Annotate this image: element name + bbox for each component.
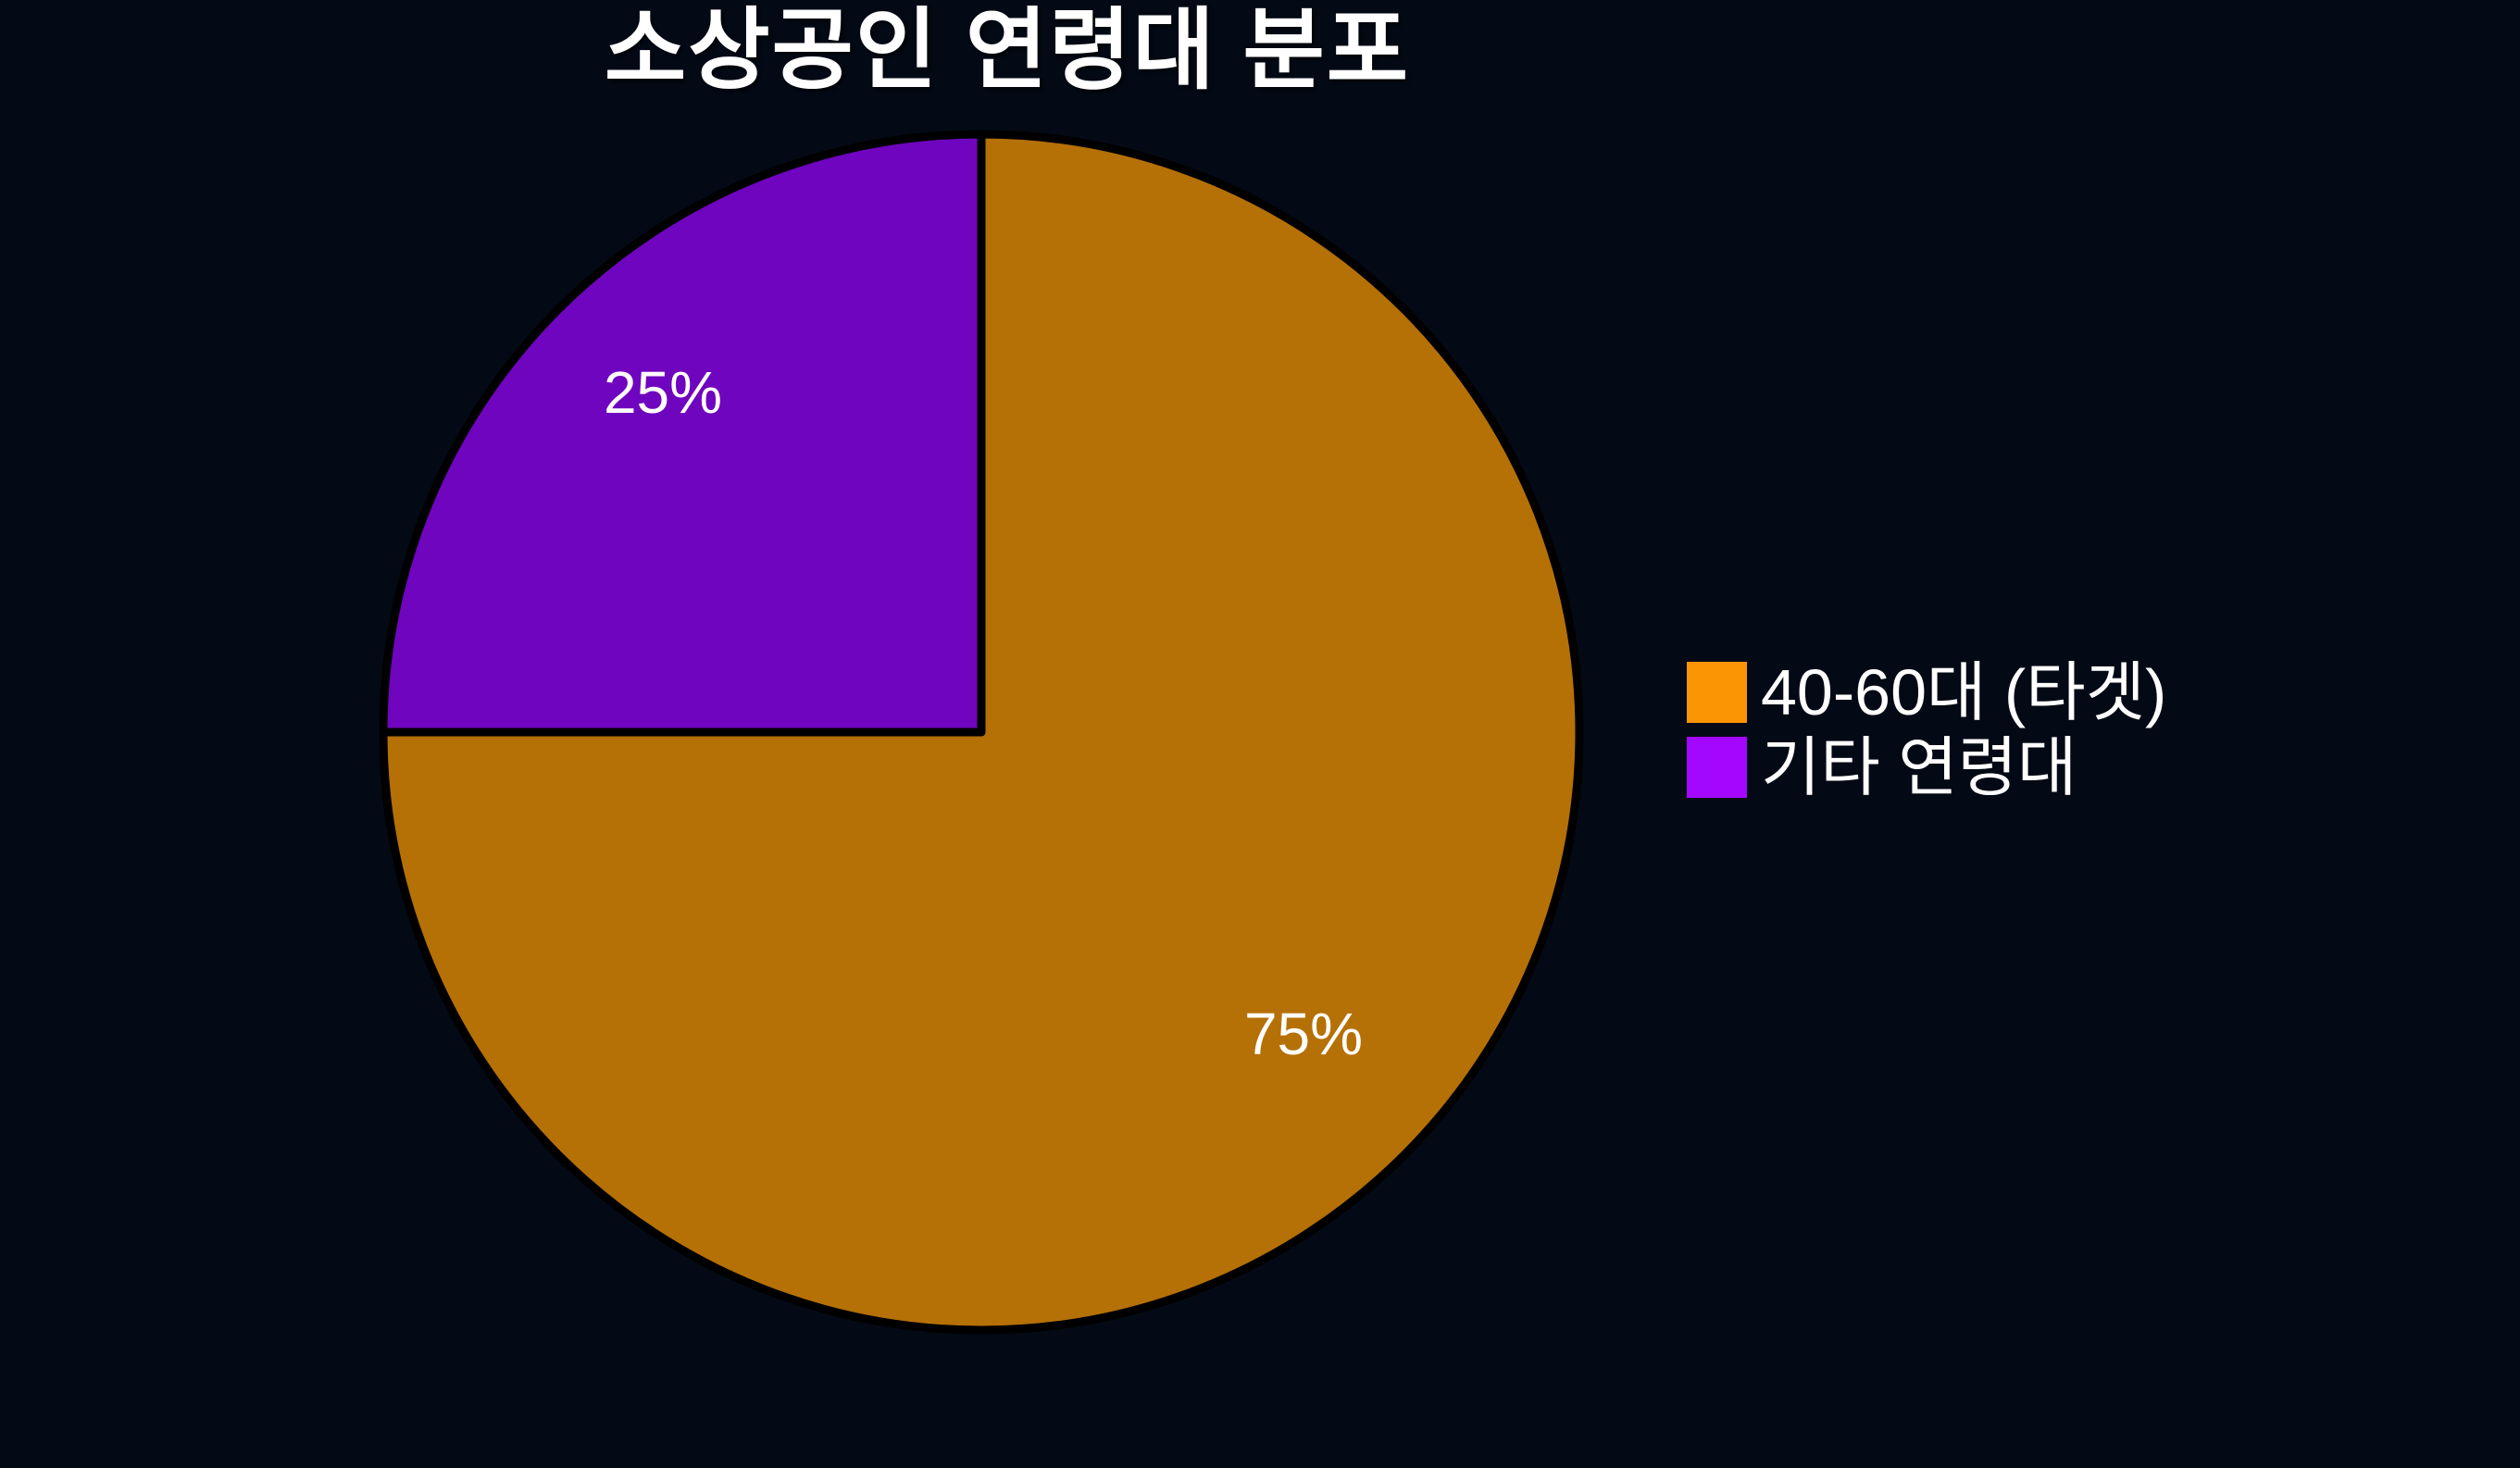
legend-swatch-purple [1687,737,1747,798]
legend: 40-60대 (타겟) 기타 연령대 [1687,660,2166,800]
pie-slice-gita-yeonryeongdae [379,130,986,737]
pie-percentage-label-75: 75% [1243,1001,1364,1067]
legend-item-gita-yeonryeongdae: 기타 연령대 [1687,735,2166,800]
legend-label-gita-yeonryeongdae: 기타 연령대 [1761,731,2077,803]
chart-title: 소상공인 연령대 분포 [604,1,1411,100]
legend-item-40-60dae: 40-60대 (타겟) [1687,660,2166,725]
legend-label-40-60dae: 40-60대 (타겟) [1761,656,2167,728]
pie-percentage-label-25: 25% [603,359,723,426]
legend-swatch-orange [1687,662,1747,723]
